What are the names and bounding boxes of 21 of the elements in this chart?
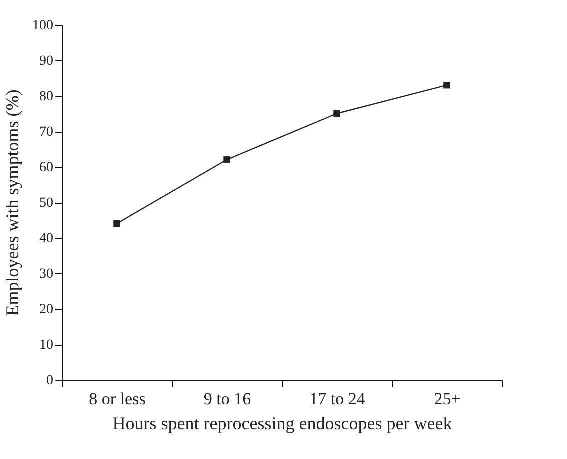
y-tick-label: 30 bbox=[40, 267, 54, 282]
y-tick-label: 70 bbox=[40, 125, 54, 140]
y-tick-label: 20 bbox=[40, 302, 54, 318]
point bbox=[334, 110, 340, 118]
point bbox=[114, 220, 120, 228]
point bbox=[224, 156, 230, 164]
y-tick-label: 50 bbox=[40, 196, 54, 211]
y-tick-label: 90 bbox=[40, 54, 54, 69]
y-axis-title: Employees with symptoms (%) bbox=[2, 90, 22, 316]
x-axis-title: Hours spent reprocessing endoscopes per week bbox=[112, 414, 452, 434]
y-tick-label: 0 bbox=[46, 374, 54, 388]
x-tick-label: 9 to 16 bbox=[204, 390, 252, 408]
y-tick-label: 40 bbox=[40, 232, 54, 246]
x-tick-label: 17 to 24 bbox=[310, 390, 366, 408]
y-tick-label: 60 bbox=[40, 160, 54, 176]
y-tick-label: 100 bbox=[32, 18, 54, 34]
point bbox=[444, 82, 450, 89]
y-tick-label: 10 bbox=[40, 338, 54, 353]
y-tick-label: 80 bbox=[40, 90, 54, 104]
x-tick-label: 25+ bbox=[434, 390, 461, 408]
x-tick-label: 8 or less bbox=[89, 390, 146, 408]
